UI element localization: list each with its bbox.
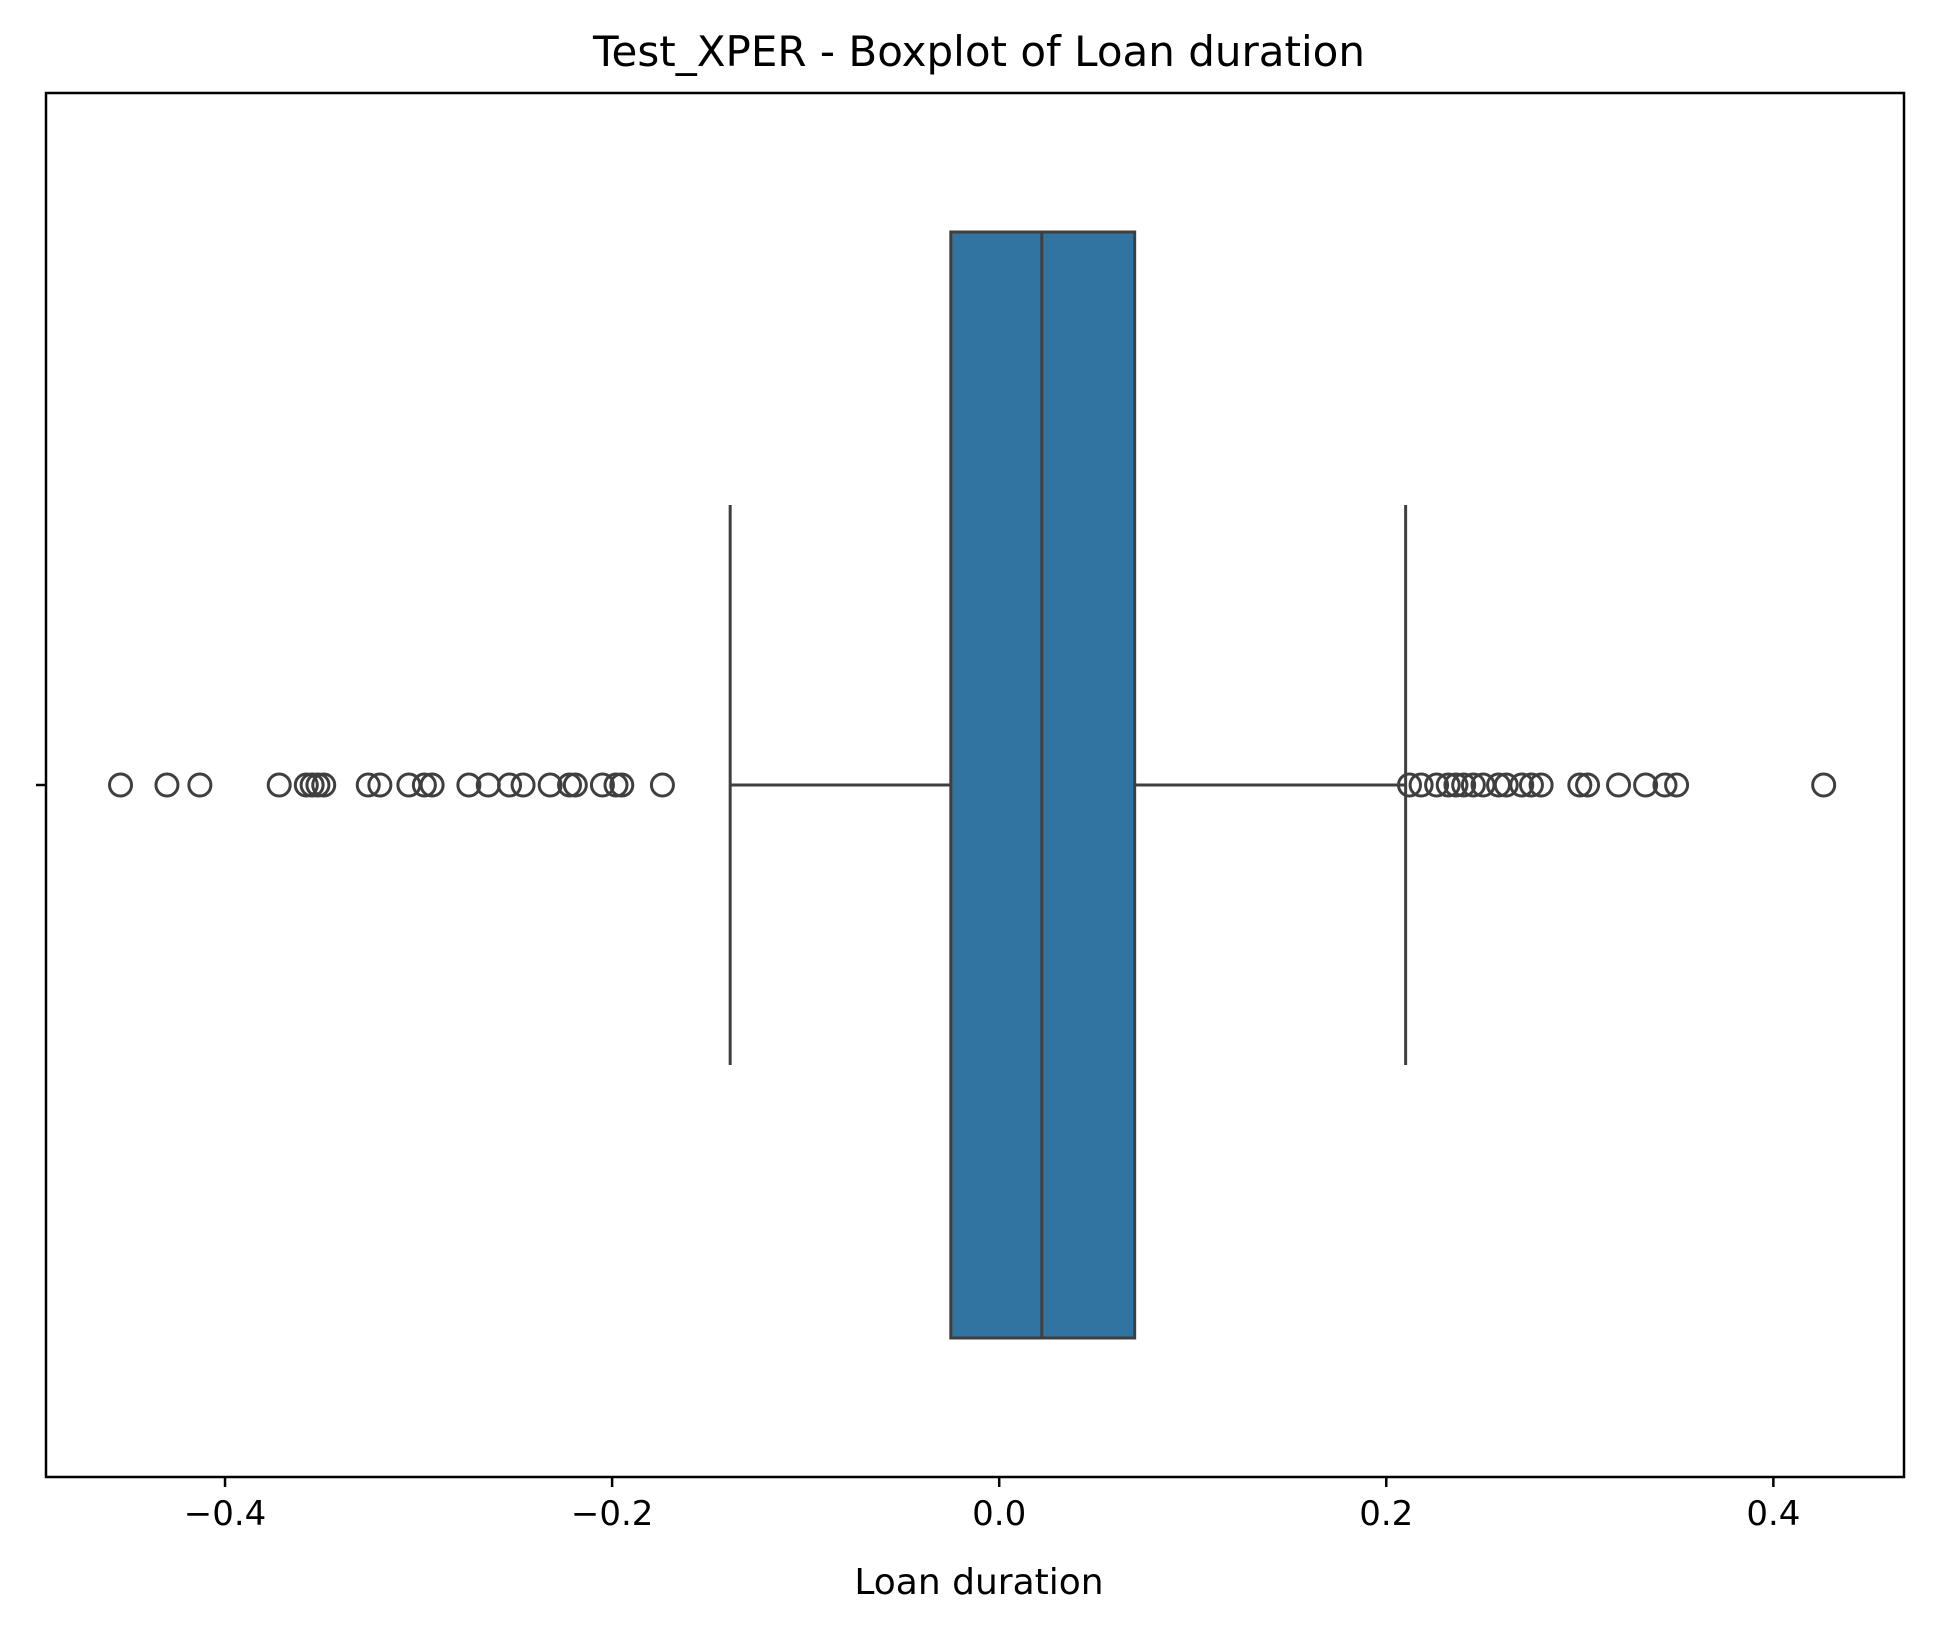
- x-tick-label: 0.2: [1359, 1494, 1413, 1534]
- outlier-point: [562, 772, 588, 798]
- outlier-point: [411, 772, 437, 798]
- outlier-point: [1606, 772, 1632, 798]
- outlier-point: [355, 772, 381, 798]
- x-tick-label: −0.4: [184, 1494, 267, 1534]
- outlier-point: [1493, 772, 1519, 798]
- outlier-point: [510, 772, 536, 798]
- outlier-point: [1408, 772, 1434, 798]
- outlier-point: [1443, 772, 1469, 798]
- outlier-point: [1567, 772, 1593, 798]
- outlier-point: [266, 772, 292, 798]
- chart-title: Test_XPER - Boxplot of Loan duration: [592, 27, 1365, 76]
- outlier-point: [649, 772, 675, 798]
- plot-area: −0.4 −0.2 0.0 0.2 0.4: [36, 91, 1906, 1534]
- x-tick-label: 0.0: [972, 1494, 1026, 1534]
- outlier-point: [1509, 772, 1535, 798]
- outlier-point: [1435, 772, 1461, 798]
- x-axis-label: Loan duration: [854, 1562, 1103, 1603]
- outlier-point: [1451, 772, 1477, 798]
- outlier-point: [1575, 772, 1601, 798]
- outlier-point: [1528, 772, 1554, 798]
- outlier-point: [1652, 772, 1678, 798]
- outlier-point: [311, 772, 337, 798]
- outlier-point: [1518, 772, 1544, 798]
- outlier-point: [1811, 772, 1837, 798]
- outlier-point: [108, 772, 134, 798]
- outlier-point: [1633, 772, 1659, 798]
- outlier-point: [367, 772, 393, 798]
- outlier-point: [589, 772, 615, 798]
- outlier-point: [537, 772, 563, 798]
- outlier-point: [187, 772, 213, 798]
- outlier-point: [497, 772, 523, 798]
- x-tick-label: 0.4: [1746, 1494, 1800, 1534]
- outlier-point: [1397, 772, 1423, 798]
- outlier-point: [609, 772, 635, 798]
- outlier-point: [456, 772, 482, 798]
- outlier-point: [419, 772, 445, 798]
- outlier-point: [1424, 772, 1450, 798]
- outlier-point: [1460, 772, 1486, 798]
- outlier-point: [1664, 772, 1690, 798]
- outlier-point: [154, 772, 180, 798]
- x-tick-label: −0.2: [571, 1494, 654, 1534]
